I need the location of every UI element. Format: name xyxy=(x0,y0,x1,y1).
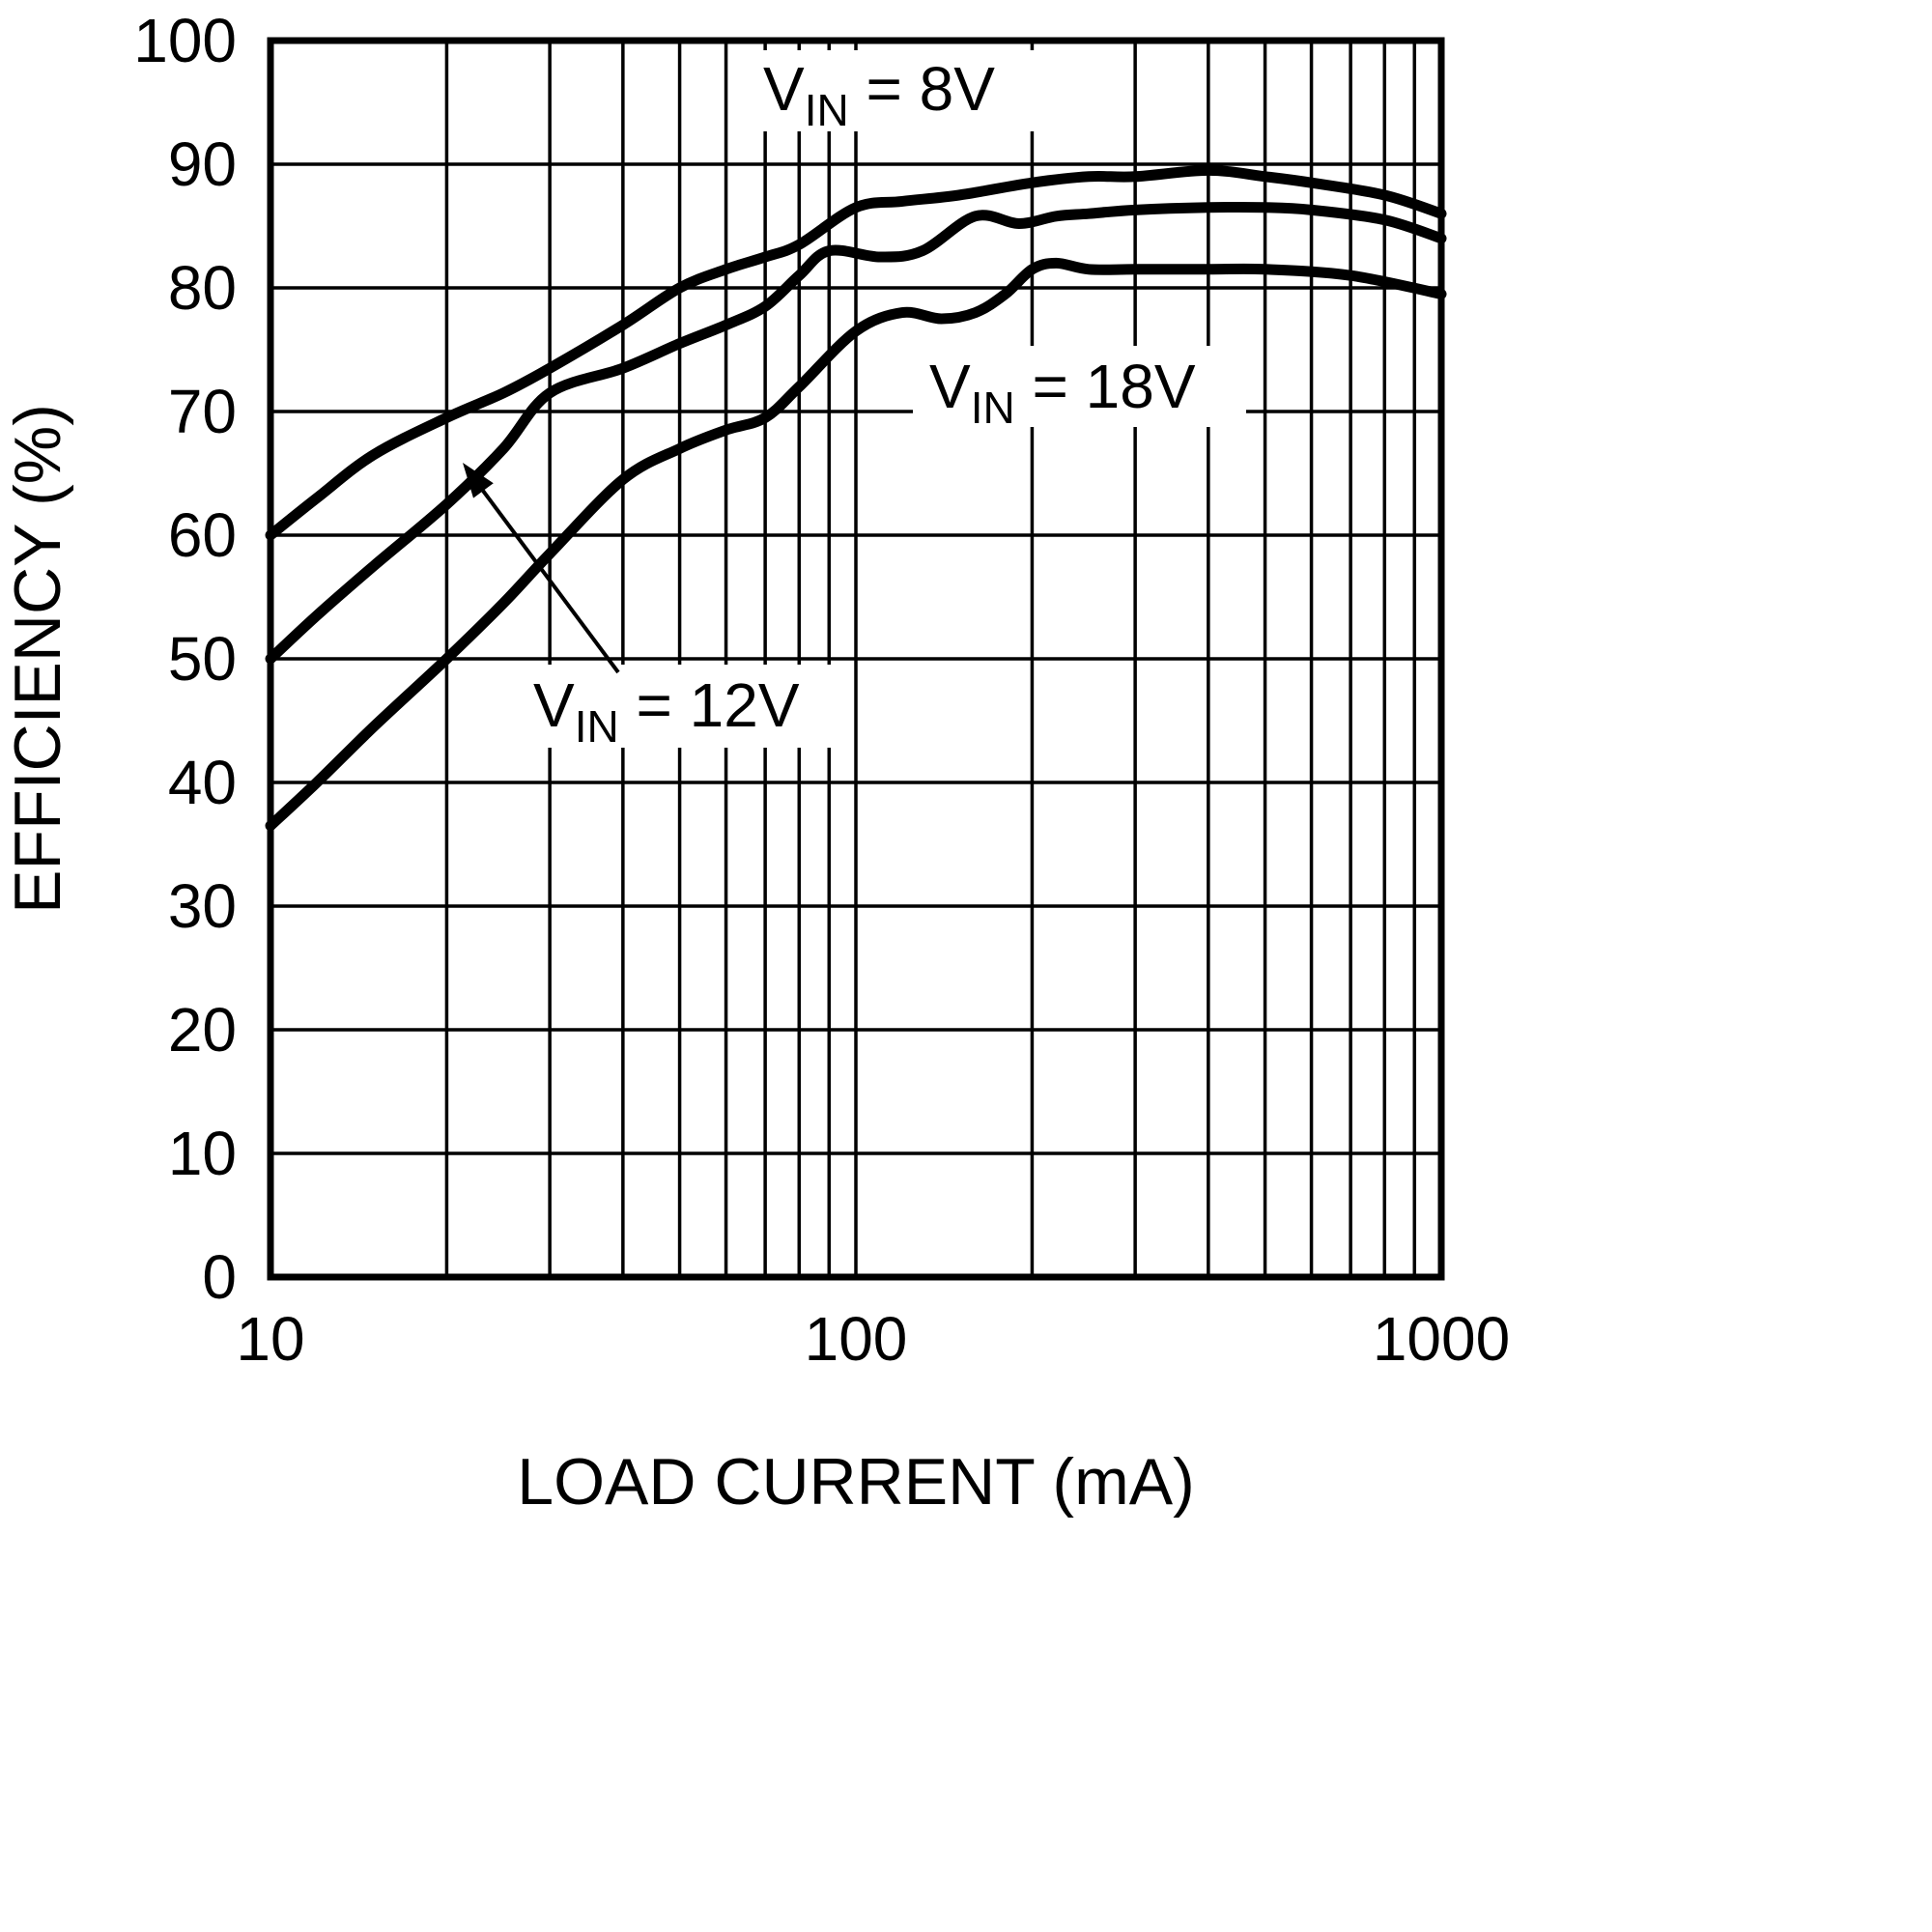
x-tick-label-100: 100 xyxy=(805,1304,908,1374)
x-tick-label-10: 10 xyxy=(236,1304,304,1374)
y-tick-label-30: 30 xyxy=(168,871,237,941)
y-tick-label-80: 80 xyxy=(168,253,237,323)
y-tick-label-40: 40 xyxy=(168,748,237,817)
annotation-vin-8v-box xyxy=(746,50,1037,131)
annotation-vin-18v-label: VIN = 18V xyxy=(929,352,1196,433)
annotation-vin-12v-label: VIN = 12V xyxy=(533,670,800,752)
y-tick-label-100: 100 xyxy=(133,6,237,75)
y-tick-label-0: 0 xyxy=(202,1242,237,1312)
annotation-vin-8v: VIN = 8V xyxy=(746,50,1037,135)
y-tick-label-90: 90 xyxy=(168,129,237,199)
annotation-vin-18v-box xyxy=(913,346,1246,427)
y-tick-label-70: 70 xyxy=(168,377,237,446)
curve-vin-18v xyxy=(265,257,1447,832)
y-tick-label-50: 50 xyxy=(168,624,237,694)
arrow-to-12v-curve xyxy=(481,489,620,674)
annotation-vin-12v-box xyxy=(520,665,846,748)
annotation-vin-12v: VIN = 12V xyxy=(463,463,846,752)
y-axis-title: EFFICIENCY (%) xyxy=(1,404,74,914)
annotation-vin-18v: VIN = 18V xyxy=(913,346,1246,433)
curve-vin-12v xyxy=(265,201,1447,665)
x-tick-label-1000: 1000 xyxy=(1373,1304,1510,1374)
curve-vin-8v xyxy=(265,164,1447,541)
y-tick-label-20: 20 xyxy=(168,995,237,1065)
y-tick-label-60: 60 xyxy=(168,500,237,570)
annotation-vin-8v-label: VIN = 8V xyxy=(763,54,995,135)
grid xyxy=(270,41,1441,1277)
curves xyxy=(265,164,1447,832)
y-tick-label-10: 10 xyxy=(168,1119,237,1188)
x-axis-title: LOAD CURRENT (mA) xyxy=(517,1445,1194,1519)
arrow-head-icon xyxy=(463,463,494,498)
